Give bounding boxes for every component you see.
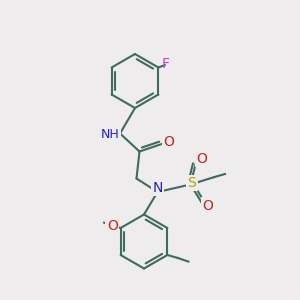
Text: S: S (188, 176, 196, 190)
Text: O: O (202, 199, 213, 212)
Text: O: O (196, 152, 207, 166)
Text: O: O (164, 135, 174, 149)
Text: NH: NH (101, 128, 120, 142)
Text: O: O (107, 219, 118, 232)
Text: F: F (162, 58, 170, 71)
Text: N: N (152, 181, 163, 194)
